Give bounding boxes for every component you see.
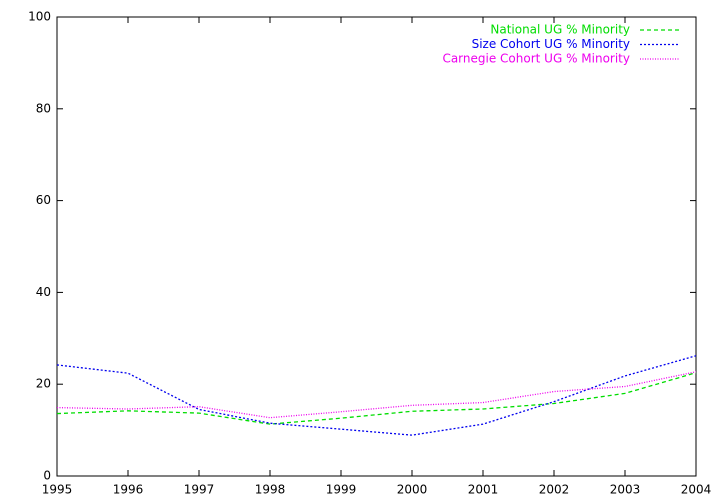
y-tick-label: 0 bbox=[43, 469, 51, 483]
x-tick-label: 1998 bbox=[255, 483, 286, 497]
x-tick-label: 2000 bbox=[397, 483, 428, 497]
x-tick-label: 2001 bbox=[468, 483, 499, 497]
data-line bbox=[56, 371, 697, 419]
y-tick-label: 20 bbox=[36, 377, 51, 391]
y-tick-label: 60 bbox=[36, 193, 51, 207]
legend-label: Size Cohort UG % Minority bbox=[472, 37, 630, 51]
x-tick-label: 2002 bbox=[539, 483, 570, 497]
data-line bbox=[56, 355, 697, 436]
legend-label: National UG % Minority bbox=[490, 23, 630, 37]
y-tick-label: 80 bbox=[36, 101, 51, 115]
x-tick-label: 1996 bbox=[113, 483, 144, 497]
legend-label: Carnegie Cohort UG % Minority bbox=[442, 52, 630, 66]
x-tick-label: 2004 bbox=[681, 483, 712, 497]
plot-frame bbox=[56, 16, 697, 477]
x-tick-label: 1997 bbox=[184, 483, 215, 497]
y-tick-label: 40 bbox=[36, 285, 51, 299]
x-tick-label: 1999 bbox=[326, 483, 357, 497]
y-tick-label: 100 bbox=[28, 10, 51, 24]
x-tick-label: 2003 bbox=[610, 483, 641, 497]
data-line bbox=[56, 372, 697, 425]
x-tick-label: 1995 bbox=[42, 483, 73, 497]
